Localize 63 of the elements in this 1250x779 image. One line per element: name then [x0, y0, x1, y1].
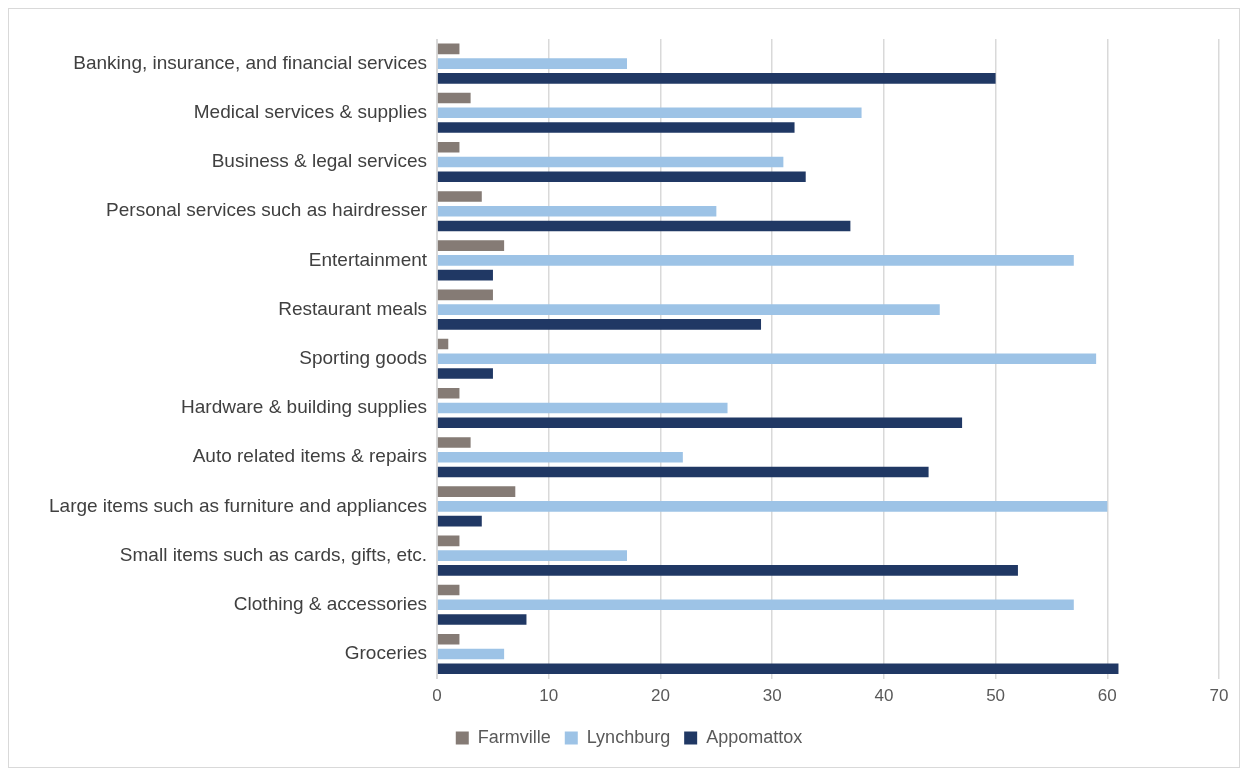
y-tick-label: Personal services such as hairdresser	[106, 199, 428, 221]
x-tick-label: 10	[539, 686, 559, 706]
bar	[437, 171, 806, 183]
legend-label: Appomattox	[706, 726, 803, 747]
bar	[437, 535, 460, 547]
x-tick-label: 20	[651, 686, 670, 706]
x-tick-label: 50	[986, 686, 1006, 706]
bar	[437, 501, 1108, 512]
y-tick-label: Entertainment	[308, 248, 428, 270]
y-tick-label: Auto related items & repairs	[192, 445, 428, 467]
y-tick-label: Groceries	[344, 642, 428, 664]
bar	[437, 141, 460, 153]
bar	[437, 319, 762, 330]
y-tick-label: Restaurant meals	[278, 297, 428, 319]
legend-label: Farmville	[477, 726, 551, 747]
bar	[437, 614, 527, 625]
x-tick-label: 40	[874, 686, 894, 706]
bar	[437, 122, 795, 133]
x-tick-label: 30	[762, 686, 782, 706]
bar	[437, 353, 1097, 365]
bar	[437, 402, 728, 414]
bar	[437, 269, 493, 281]
bar	[437, 58, 627, 69]
bar	[437, 368, 493, 379]
bar	[437, 156, 784, 168]
x-tick-label: 0	[432, 686, 442, 706]
bar	[437, 417, 963, 429]
legend-label: Lynchburg	[586, 726, 671, 747]
bar	[437, 240, 505, 251]
bar	[437, 43, 460, 55]
bar	[437, 466, 929, 478]
bar	[437, 515, 482, 527]
bar	[437, 338, 449, 350]
bar	[437, 633, 460, 645]
bar	[437, 663, 1119, 675]
bar	[437, 437, 471, 448]
y-tick-label: Business & legal services	[211, 150, 428, 172]
y-tick-label: Small items such as cards, gifts, etc.	[119, 543, 428, 565]
x-tick-label: 60	[1097, 686, 1117, 706]
y-tick-label: Banking, insurance, and financial services	[73, 51, 428, 73]
bar	[437, 205, 717, 217]
bar	[437, 486, 516, 497]
y-tick-label: Sporting goods	[299, 347, 428, 369]
bar	[437, 191, 482, 202]
bar	[437, 387, 460, 399]
bar	[437, 107, 862, 119]
bar	[437, 584, 460, 596]
bar	[437, 648, 505, 660]
bar	[437, 289, 493, 301]
bar	[437, 599, 1074, 611]
y-tick-label: Clothing & accessories	[233, 593, 428, 615]
y-tick-label: Hardware & building supplies	[181, 396, 428, 418]
bar	[437, 304, 940, 315]
y-tick-label: Medical services & supplies	[193, 101, 428, 123]
x-tick-label: 70	[1209, 686, 1229, 706]
bar	[437, 565, 1018, 576]
bar	[437, 73, 996, 84]
bar	[437, 92, 471, 104]
bar	[437, 550, 627, 561]
bar	[437, 255, 1074, 266]
bar	[437, 451, 683, 463]
bar	[437, 220, 851, 232]
y-tick-label: Large items such as furniture and appliances	[49, 494, 428, 516]
